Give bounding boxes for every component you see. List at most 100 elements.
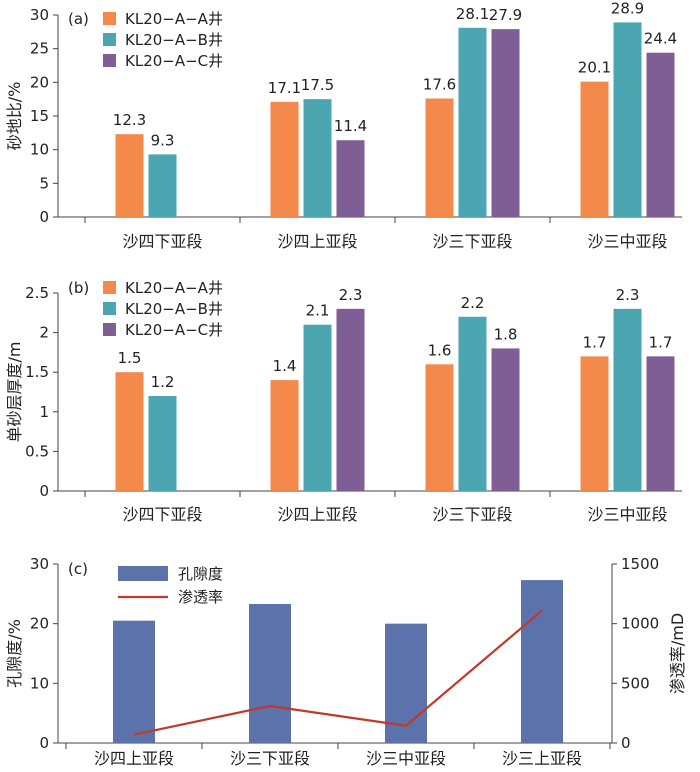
bar-b-s0-c3 bbox=[580, 356, 609, 491]
panel-label: (c) bbox=[68, 560, 88, 578]
bar-a-s2-c3 bbox=[646, 52, 675, 217]
bar-b-s1-c1 bbox=[303, 324, 332, 491]
data-label: 2.3 bbox=[339, 286, 363, 304]
bar-porosity-c1 bbox=[249, 603, 291, 743]
y-tick-label: 10 bbox=[30, 674, 49, 692]
category-label: 沙三下亚段 bbox=[432, 505, 512, 524]
y-tick-label: 0 bbox=[39, 734, 49, 752]
bar-b-s2-c1 bbox=[336, 308, 365, 491]
legend-label: 孔隙度 bbox=[178, 565, 223, 583]
bar-b-s2-c2 bbox=[491, 348, 520, 491]
category-label: 沙三中亚段 bbox=[366, 749, 446, 768]
y-axis-title-right: 渗透率/mD bbox=[668, 613, 687, 694]
legend-label: KL20−A−A井 bbox=[125, 279, 223, 297]
data-label: 2.2 bbox=[461, 294, 485, 312]
category-label: 沙三中亚段 bbox=[587, 232, 667, 251]
y-tick-label: 20 bbox=[30, 615, 49, 633]
y-tick-label: 1000 bbox=[621, 615, 659, 633]
y-tick-label: 2 bbox=[39, 324, 49, 342]
legend-label: KL20−A−A井 bbox=[125, 10, 223, 28]
data-label: 20.1 bbox=[578, 59, 611, 77]
y-tick-label: 5 bbox=[39, 174, 49, 192]
category-label: 沙四下亚段 bbox=[122, 232, 202, 251]
y-tick-label: 0 bbox=[39, 208, 49, 226]
bar-porosity-c0 bbox=[113, 620, 155, 743]
bar-a-s0-c0 bbox=[115, 134, 144, 217]
bar-b-s1-c0 bbox=[148, 395, 177, 491]
chart-panel-c: 0 10 20 30 0 500 1000 1500 沙四上亚段 沙三下亚段 沙三中亚段 沙三上亚段 (… bbox=[5, 555, 687, 768]
category-label: 沙三中亚段 bbox=[587, 505, 667, 524]
y-tick-label: 0 bbox=[39, 482, 49, 500]
bar-porosity-c3 bbox=[521, 580, 563, 743]
y-axis-title: 砂地比/% bbox=[5, 82, 24, 151]
panel-label: (a) bbox=[68, 10, 89, 28]
legend-swatch-2 bbox=[103, 323, 116, 336]
legend-swatch-0 bbox=[103, 281, 116, 294]
legend-label: KL20−A−B井 bbox=[125, 300, 223, 318]
category-label: 沙四上亚段 bbox=[277, 232, 357, 251]
bar-a-s1-c0 bbox=[148, 154, 177, 217]
data-label: 28.1 bbox=[456, 5, 489, 23]
data-label: 1.5 bbox=[118, 349, 142, 367]
data-label: 9.3 bbox=[151, 131, 175, 149]
bar-a-s2-c2 bbox=[491, 29, 520, 217]
bar-a-s1-c3 bbox=[613, 22, 642, 218]
y-axis-title: 孔隙度/% bbox=[5, 619, 24, 688]
panel-label: (b) bbox=[68, 279, 89, 297]
category-label: 沙四下亚段 bbox=[122, 505, 202, 524]
data-label: 2.3 bbox=[616, 286, 640, 304]
bar-a-s1-c1 bbox=[303, 99, 332, 217]
y-tick-label: 30 bbox=[30, 555, 49, 573]
y-tick-label: 0 bbox=[621, 734, 631, 752]
legend-label: KL20−A−B井 bbox=[125, 31, 223, 49]
bar-a-s0-c1 bbox=[270, 101, 299, 217]
y-tick-label: 1 bbox=[39, 403, 49, 421]
bar-b-s0-c2 bbox=[425, 364, 454, 491]
y-tick-label: 20 bbox=[30, 73, 49, 91]
data-label: 1.8 bbox=[494, 325, 518, 343]
data-label: 1.7 bbox=[649, 333, 673, 351]
legend-swatch-1 bbox=[103, 33, 116, 46]
legend-swatch-porosity bbox=[118, 566, 168, 581]
chart-panel-b: 0 0.5 1 1.5 2 2.5 沙四下亚段 沙四上亚段 沙三下亚段 沙三中亚段 1.5 1.4 1.… bbox=[5, 279, 682, 524]
data-label: 1.7 bbox=[583, 333, 607, 351]
category-label: 沙三下亚段 bbox=[230, 749, 310, 768]
bar-a-s1-c2 bbox=[458, 27, 487, 217]
data-label: 27.9 bbox=[489, 6, 522, 24]
category-label: 沙四上亚段 bbox=[277, 505, 357, 524]
bar-b-s1-c2 bbox=[458, 316, 487, 491]
legend-label: 渗透率 bbox=[178, 588, 223, 606]
data-label: 2.1 bbox=[306, 302, 330, 320]
y-tick-label: 1.5 bbox=[25, 363, 49, 381]
data-label: 12.3 bbox=[113, 111, 146, 129]
bar-a-s0-c3 bbox=[580, 81, 609, 217]
legend-swatch-0 bbox=[103, 12, 116, 25]
bar-b-s2-c3 bbox=[646, 356, 675, 491]
data-label: 17.5 bbox=[301, 76, 334, 94]
data-label: 17.6 bbox=[423, 75, 456, 93]
y-tick-label: 25 bbox=[30, 40, 49, 58]
data-label: 1.4 bbox=[273, 357, 297, 375]
category-label: 沙三下亚段 bbox=[432, 232, 512, 251]
y-tick-label: 500 bbox=[621, 674, 650, 692]
legend-label: KL20−A−C井 bbox=[125, 321, 223, 339]
y-tick-label: 1500 bbox=[621, 555, 659, 573]
bar-b-s1-c3 bbox=[613, 308, 642, 491]
y-axis-title: 单砂层厚度/m bbox=[5, 342, 24, 443]
data-label: 17.1 bbox=[268, 79, 301, 97]
y-tick-label: 15 bbox=[30, 107, 49, 125]
legend-swatch-2 bbox=[103, 54, 116, 67]
y-tick-label: 10 bbox=[30, 141, 49, 159]
y-tick-label: 0.5 bbox=[25, 442, 49, 460]
chart-panel-a: 0 5 10 15 20 25 30 沙四下亚段 沙四上亚段 沙三下亚段 沙三中亚段 12.3 17.1… bbox=[5, 0, 682, 251]
data-label: 24.4 bbox=[644, 30, 677, 48]
bar-b-s0-c0 bbox=[115, 372, 144, 491]
bar-a-s0-c2 bbox=[425, 98, 454, 217]
line-permeability bbox=[133, 609, 543, 736]
bar-b-s0-c1 bbox=[270, 380, 299, 491]
data-label: 1.6 bbox=[428, 341, 452, 359]
legend-label: KL20−A−C井 bbox=[125, 52, 223, 70]
category-label: 沙三上亚段 bbox=[502, 749, 582, 768]
category-label: 沙四上亚段 bbox=[94, 749, 174, 768]
